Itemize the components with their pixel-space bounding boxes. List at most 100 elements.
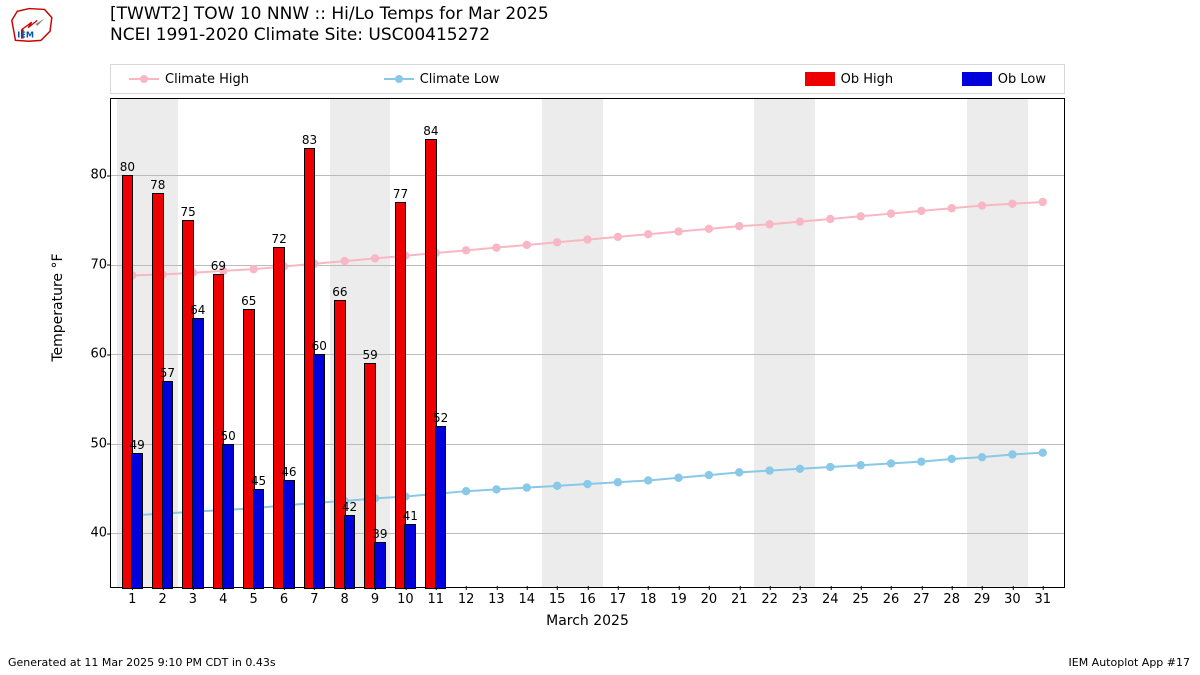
x-tick-label: 16: [579, 592, 596, 607]
ob-low-bar: [223, 445, 233, 588]
footer-generated-at: Generated at 11 Mar 2025 9:10 PM CDT in …: [8, 656, 276, 669]
climate-high-marker: [887, 209, 895, 217]
ob-low-label: 50: [221, 429, 236, 443]
climate-high-marker: [735, 222, 743, 230]
legend-ob-low: Ob Low: [893, 72, 1046, 87]
climate-high-marker: [826, 215, 834, 223]
ob-high-bar: [153, 194, 163, 588]
x-tick-label: 12: [458, 592, 475, 607]
x-tick-label: 18: [640, 592, 657, 607]
climate-high-marker: [523, 241, 531, 249]
ob-low-bar: [436, 427, 446, 588]
x-axis-label: March 2025: [546, 613, 629, 629]
ob-high-bar: [335, 301, 345, 588]
y-tick-label: 80: [79, 168, 107, 183]
ob-low-label: 57: [160, 366, 175, 380]
x-tick-label: 5: [250, 592, 258, 607]
climate-low-marker: [462, 487, 470, 495]
x-tick-label: 8: [341, 592, 349, 607]
climate-low-marker: [948, 455, 956, 463]
x-tick-label: 17: [610, 592, 627, 607]
x-tick-label: 31: [1034, 592, 1051, 607]
climate-low-marker: [644, 476, 652, 484]
y-tick-label: 70: [79, 257, 107, 272]
x-tick-label: 6: [280, 592, 288, 607]
ob-high-bar: [396, 203, 406, 588]
x-tick-label: 11: [427, 592, 444, 607]
ob-high-label: 69: [211, 259, 226, 273]
ob-low-bar: [132, 454, 142, 588]
weekend-band: [967, 99, 1028, 587]
climate-low-marker: [856, 461, 864, 469]
ob-high-label: 75: [180, 205, 195, 219]
ob-low-label: 49: [129, 438, 144, 452]
x-tick-label: 9: [371, 592, 379, 607]
climate-high-marker: [492, 243, 500, 251]
ob-high-bar: [426, 140, 436, 588]
gridline: [111, 175, 1064, 176]
legend-climate-high: Climate High: [129, 72, 384, 87]
ob-low-bar: [314, 355, 324, 588]
x-tick-label: 27: [913, 592, 930, 607]
ob-low-bar: [405, 525, 415, 588]
climate-low-marker: [523, 483, 531, 491]
ob-high-bar: [244, 310, 254, 588]
climate-high-marker: [856, 212, 864, 220]
x-tick-label: 10: [397, 592, 414, 607]
climate-low-marker: [492, 485, 500, 493]
climate-high-marker: [674, 227, 682, 235]
ob-high-label: 77: [393, 187, 408, 201]
climate-low-marker: [674, 474, 682, 482]
ob-low-label: 42: [342, 500, 357, 514]
ob-high-label: 72: [272, 232, 287, 246]
ob-high-label: 80: [120, 160, 135, 174]
footer-app-id: IEM Autoplot App #17: [1069, 656, 1191, 669]
climate-low-marker: [917, 457, 925, 465]
ob-high-bar: [183, 221, 193, 588]
x-tick-label: 1: [128, 592, 136, 607]
ob-high-bar: [305, 149, 315, 588]
ob-high-label: 78: [150, 178, 165, 192]
legend-ob-high: Ob High: [638, 72, 893, 87]
weekend-band: [542, 99, 603, 587]
x-tick-label: 29: [974, 592, 991, 607]
climate-low-marker: [887, 459, 895, 467]
climate-high-marker: [705, 225, 713, 233]
climate-low-marker: [1039, 448, 1047, 456]
x-tick-label: 19: [670, 592, 687, 607]
gridline: [111, 354, 1064, 355]
iem-logo: IEM: [6, 4, 54, 44]
y-axis-label: Temperature °F: [50, 253, 66, 361]
x-tick-label: 25: [852, 592, 869, 607]
ob-high-label: 65: [241, 294, 256, 308]
climate-high-marker: [249, 265, 257, 273]
svg-text:IEM: IEM: [17, 30, 34, 40]
x-tick-label: 24: [822, 592, 839, 607]
ob-low-label: 60: [312, 339, 327, 353]
ob-high-bar: [123, 176, 133, 588]
ob-high-bar: [274, 248, 284, 588]
x-tick-label: 3: [189, 592, 197, 607]
weekend-band: [754, 99, 815, 587]
x-tick-label: 7: [310, 592, 318, 607]
x-tick-label: 30: [1004, 592, 1021, 607]
ob-low-label: 52: [433, 411, 448, 425]
y-tick-label: 50: [79, 436, 107, 451]
ob-low-label: 39: [372, 527, 387, 541]
gridline: [111, 444, 1064, 445]
climate-low-marker: [826, 463, 834, 471]
climate-high-marker: [614, 233, 622, 241]
climate-low-marker: [735, 468, 743, 476]
ob-high-bar: [365, 364, 375, 588]
x-tick-label: 2: [158, 592, 166, 607]
ob-low-bar: [193, 319, 203, 588]
climate-low-marker: [614, 478, 622, 486]
x-tick-label: 22: [761, 592, 778, 607]
legend-climate-low: Climate Low: [384, 72, 639, 87]
x-tick-label: 21: [731, 592, 748, 607]
x-tick-label: 4: [219, 592, 227, 607]
ob-low-label: 64: [190, 303, 205, 317]
ob-low-label: 45: [251, 474, 266, 488]
gridline: [111, 265, 1064, 266]
x-tick-label: 13: [488, 592, 505, 607]
